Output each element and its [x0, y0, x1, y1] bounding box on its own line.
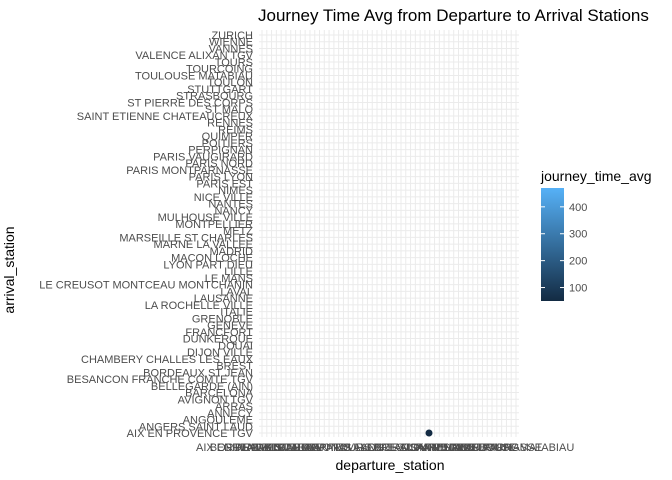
y-tick-label: MACON LOCHE [171, 253, 253, 265]
y-tick-label: ARRAS [215, 401, 253, 413]
y-tick-label: ANGERS SAINT LAUD [139, 421, 253, 433]
y-tick-label: VANNES [209, 43, 253, 55]
y-tick-label: BESANCON FRANCHE COMTE TGV [67, 374, 254, 386]
y-tick-label: CHAMBERY CHALLES LES EAUX [81, 354, 254, 366]
x-tick-label: NANTES [306, 442, 351, 454]
y-tick-label: GRENOBLE [192, 313, 253, 325]
legend-tick-label: 200 [569, 256, 587, 268]
x-tick-label: LAUSANNE [388, 442, 447, 454]
x-tick-label: PARIS EST [251, 442, 308, 454]
y-tick-label: AIX EN PROVENCE TGV [127, 428, 254, 440]
y-tick-label: PARIS NORD [185, 158, 253, 170]
legend-tick-label: 400 [569, 202, 587, 214]
x-tick-label: BREST [374, 442, 411, 454]
x-tick-label: GRENOBLE [223, 442, 284, 454]
y-tick-label: NANCY [214, 205, 253, 217]
y-tick-label: BELLEGARDE (AIN) [151, 381, 253, 393]
y-tick-label: ITALIE [220, 307, 253, 319]
y-tick-label: TOURCOING [186, 64, 253, 76]
y-tick-label: STRASBOURG [176, 91, 253, 103]
y-tick-label: WIENNE [209, 37, 253, 49]
x-tick-label: PARIS LYON [319, 442, 383, 454]
y-tick-label: LE MANS [205, 273, 253, 285]
y-tick-label: METZ [223, 226, 253, 238]
x-tick-label: MONTPELLIER [402, 442, 480, 454]
x-tick-label: TOULOUSE MATABIAU [456, 442, 574, 454]
y-tick-label: GENEVE [207, 320, 253, 332]
legend-colorbar [541, 188, 564, 301]
chart-title: Journey Time Avg from Departure to Arriv… [258, 6, 649, 25]
y-tick-label: MARNE LA VALLEE [154, 239, 253, 251]
y-tick-label: DOUAI [218, 340, 253, 352]
y-tick-label: PARIS EST [196, 178, 253, 190]
y-tick-label: ZURICH [211, 30, 253, 42]
x-tick-label: STRASBOURG [443, 442, 520, 454]
y-tick-label: BORDEAUX ST JEAN [143, 367, 253, 379]
y-tick-label: ST MALO [205, 104, 254, 116]
x-tick-label: TOURS [333, 442, 371, 454]
y-tick-label: VALENCE ALIXAN TGV [135, 50, 253, 62]
y-tick-label: LILLE [224, 266, 253, 278]
y-tick-label: FRANCFORT [185, 327, 253, 339]
y-tick-label: NICE VILLE [194, 192, 253, 204]
x-tick-label: RENNES [429, 442, 475, 454]
x-tick-label: PARIS MONTPARNASSE [415, 442, 542, 454]
x-tick-label: LILLE [292, 442, 321, 454]
x-tick-label: BORDEAUX ST JEAN [210, 442, 320, 454]
y-tick-label: ST PIERRE DES CORPS [127, 97, 253, 109]
y-tick-label: QUIMPER [202, 131, 253, 143]
plot-panel [259, 30, 519, 437]
y-tick-label: MARSEILLE ST CHARLES [119, 232, 253, 244]
y-axis-title: arrival_station [1, 226, 17, 313]
x-tick-label: ANGERS SAINT LAUD [360, 442, 474, 454]
y-tick-label: BARCELONA [185, 388, 254, 400]
y-tick-label: DIJON VILLE [187, 347, 253, 359]
y-tick-label: POITIERS [202, 138, 253, 150]
y-tick-label: PARIS VAUGIRARD [153, 151, 253, 163]
x-axis-title: departure_station [336, 457, 445, 473]
legend-title: journey_time_avg [540, 168, 652, 184]
y-tick-label: LE CREUSOT MONTCEAU MONTCHANIN [39, 280, 253, 292]
x-tick-label: ST MALO [265, 442, 314, 454]
x-tick-label: ZURICH [470, 442, 512, 454]
y-tick-label: ANNECY [207, 408, 254, 420]
y-tick-label: LAVAL [220, 286, 253, 298]
x-tick-label: MADRID [237, 442, 280, 454]
data-points [425, 429, 433, 437]
y-tick-label: PARIS LYON [189, 172, 253, 184]
y-tick-label: SAINT ETIENNE CHATEAUCREUX [77, 111, 254, 123]
y-tick-label: NANTES [208, 199, 253, 211]
color-legend: journey_time_avg 100 200 300 400 [540, 168, 652, 301]
y-tick-label: TOULOUSE MATABIAU [135, 70, 253, 82]
y-tick-label: MONTPELLIER [175, 219, 253, 231]
legend-tick-label: 300 [569, 229, 587, 241]
y-tick-label: NIMES [218, 185, 253, 197]
x-tick-label: AIX EN PROVENCE TGV [196, 442, 323, 454]
y-tick-label: RENNES [207, 118, 253, 130]
x-tick-label: BARCELONA [278, 442, 347, 454]
y-tick-label: MADRID [210, 246, 253, 258]
legend-tick-label: 100 [569, 283, 587, 295]
x-tick-label: VALENCE ALIXAN TGV [347, 442, 465, 454]
y-tick-label: REIMS [218, 124, 253, 136]
y-tick-label: LYON PART DIEU [163, 259, 253, 271]
y-tick-label: AVIGNON TGV [178, 394, 254, 406]
y-tick-label: LAUSANNE [194, 293, 253, 305]
data-point [425, 429, 433, 437]
y-tick-label: PERPIGNAN [188, 145, 253, 157]
y-tick-label: ANGOULEME [183, 415, 253, 427]
y-tick-label: DUNKERQUE [183, 334, 253, 346]
y-tick-label: STUTTGART [187, 84, 253, 96]
y-tick-label: TOULON [207, 77, 253, 89]
y-tick-label: BREST [216, 361, 253, 373]
y-tick-label: LA ROCHELLE VILLE [145, 300, 253, 312]
y-tick-label: MULHOUSE VILLE [158, 212, 253, 224]
y-tick-label: PARIS MONTPARNASSE [126, 165, 253, 177]
y-tick-label: TOURS [215, 57, 253, 69]
